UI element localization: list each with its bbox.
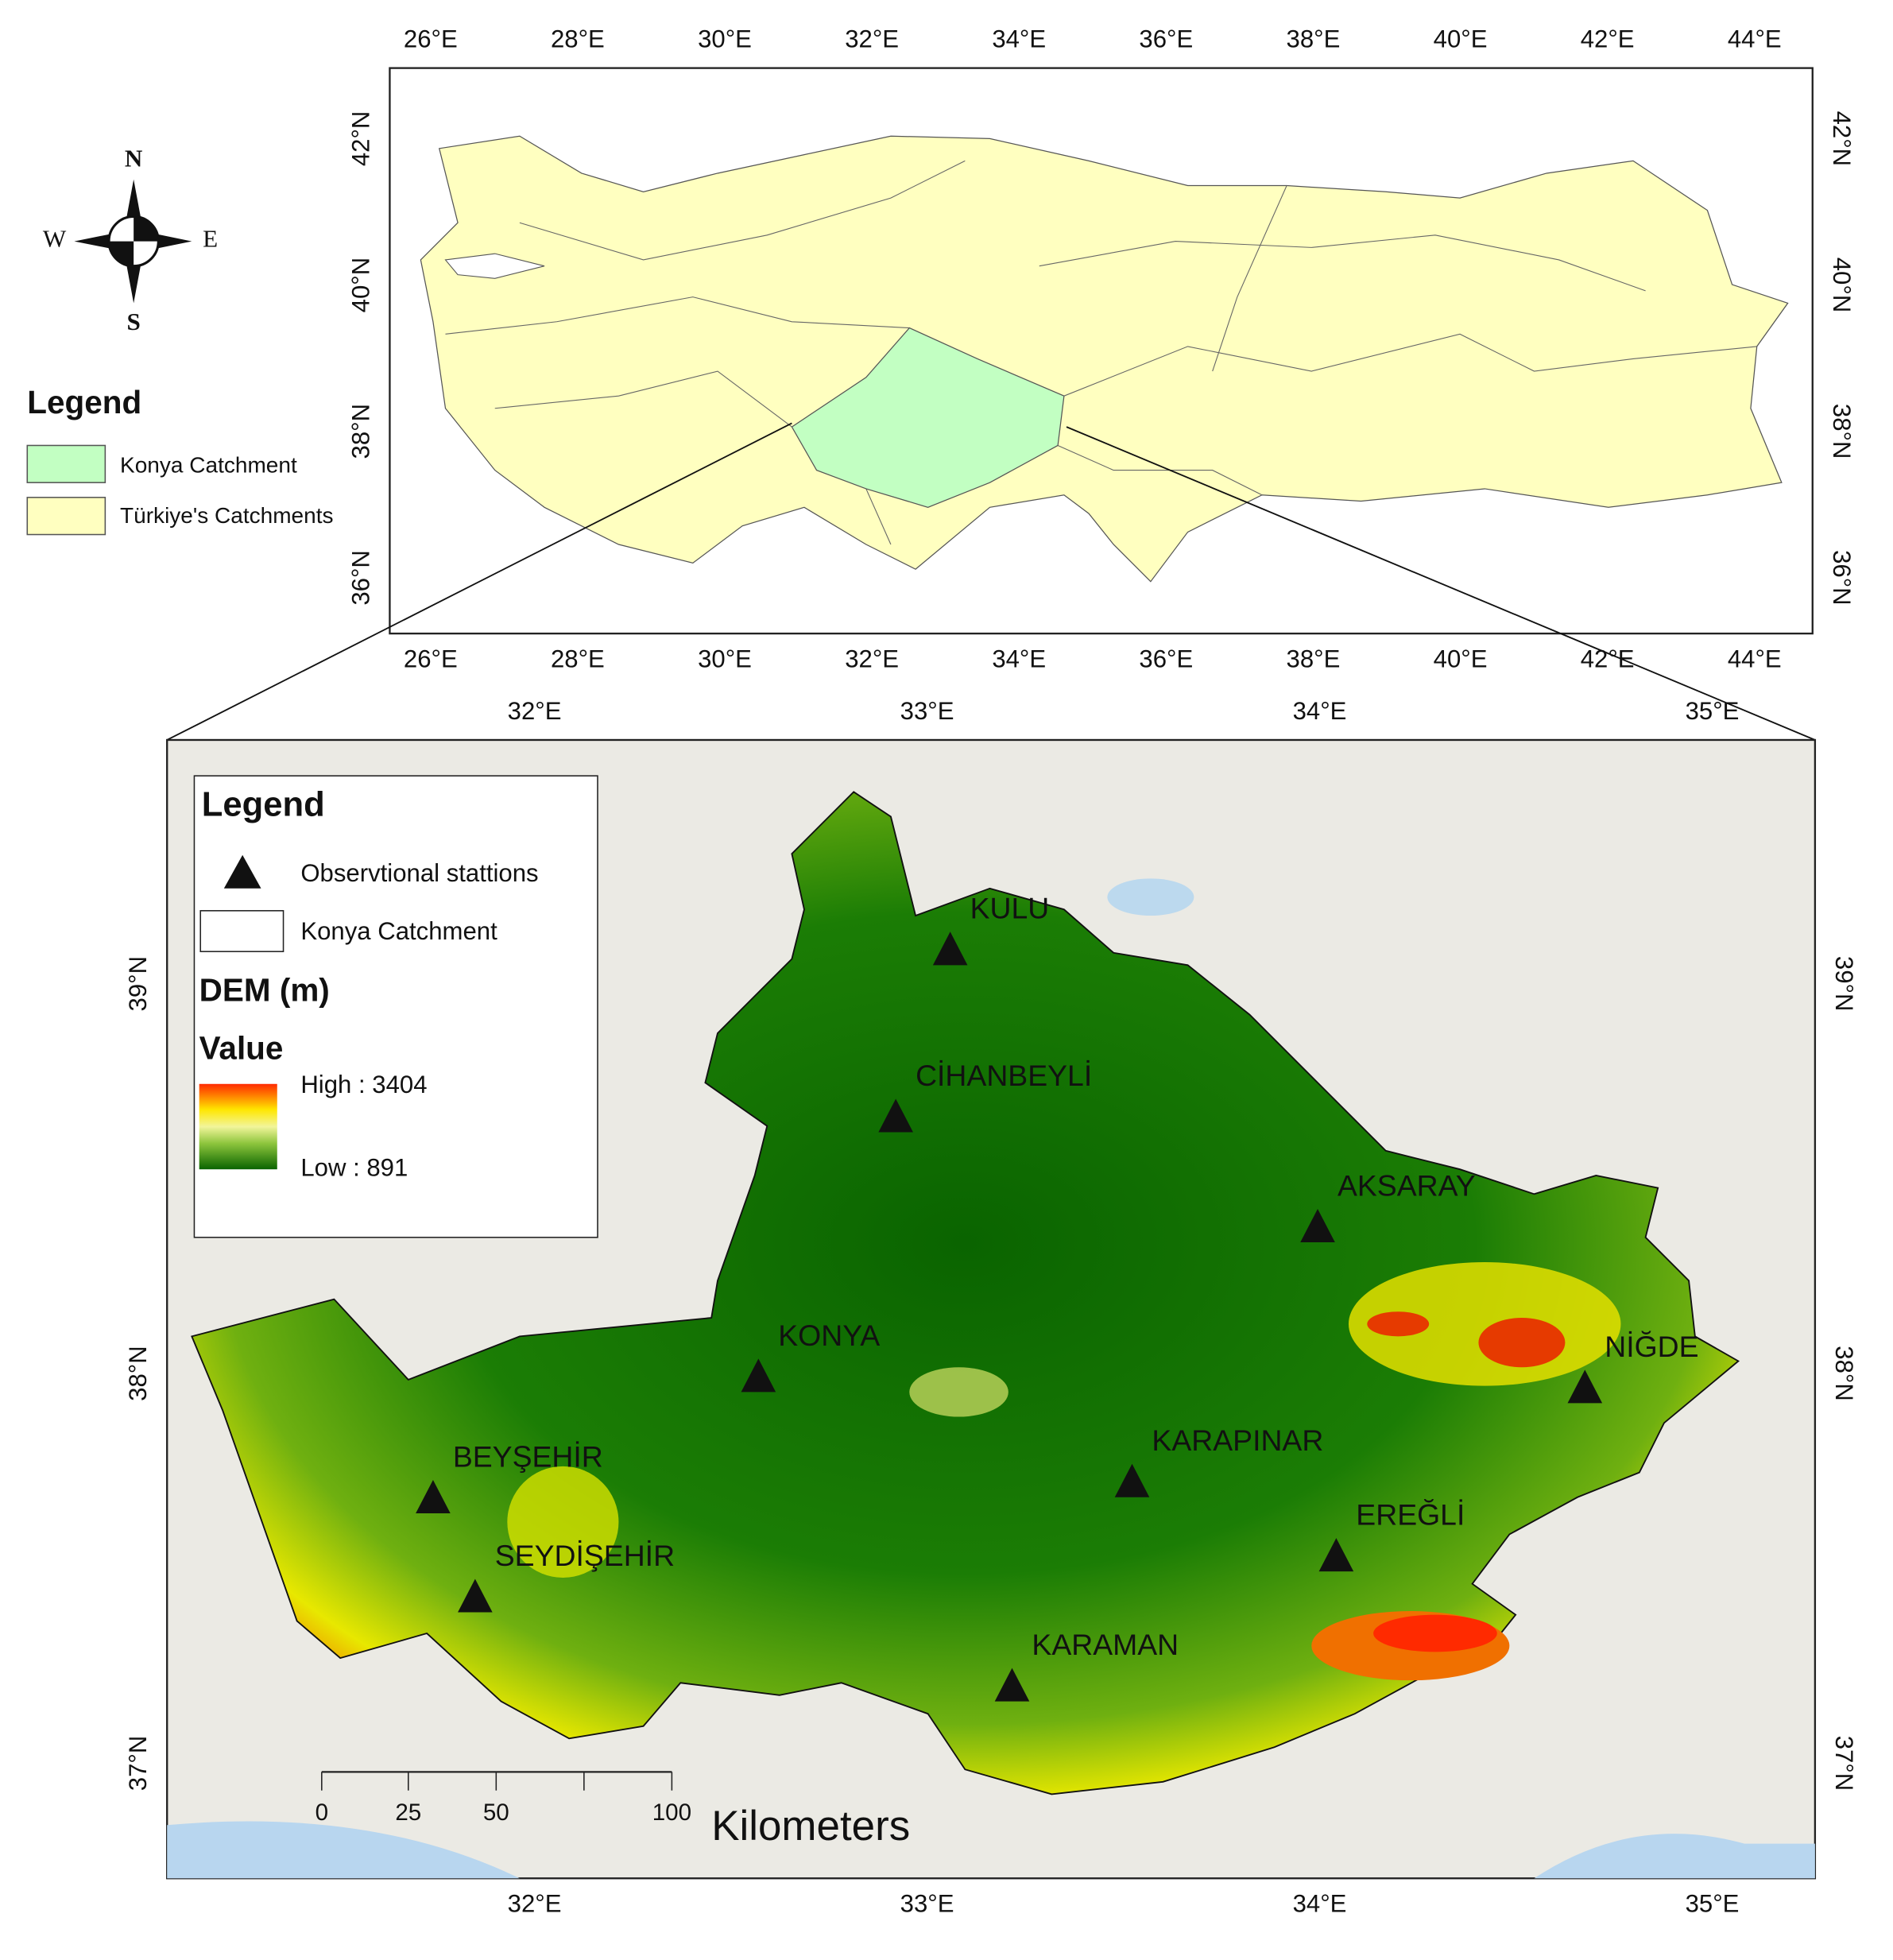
station-label: EREĞLİ	[1356, 1498, 1465, 1532]
legend-label: Observtional stattions	[300, 859, 538, 887]
scale-unit: Kilometers	[711, 1803, 910, 1850]
y-tick-label: 42°N	[1828, 111, 1856, 167]
station-label: KONYA	[778, 1319, 880, 1352]
x-tick-label: 30°E	[698, 25, 752, 53]
station-label: CİHANBEYLİ	[916, 1059, 1092, 1092]
x-tick-label: 32°E	[845, 25, 899, 53]
x-tick-label: 33°E	[900, 1890, 954, 1918]
dem-highlands	[507, 1261, 1621, 1681]
x-tick-label: 33°E	[900, 697, 954, 725]
x-tick-label: 32°E	[845, 645, 899, 673]
compass-e: E	[203, 225, 218, 253]
compass-w: W	[43, 225, 67, 253]
x-tick-label: 28°E	[551, 25, 605, 53]
y-tick-label: 36°N	[1828, 550, 1856, 606]
x-tick-label: 36°E	[1139, 25, 1193, 53]
legend-symbol	[223, 854, 261, 889]
y-tick-label: 38°N	[1830, 1346, 1858, 1401]
legend-swatch	[199, 910, 285, 952]
x-tick-label: 44°E	[1728, 25, 1782, 53]
north-arrow: N S W E	[43, 145, 218, 336]
compass-s: S	[127, 308, 141, 335]
x-tick-label: 40°E	[1434, 645, 1488, 673]
station-label: KARAPINAR	[1152, 1424, 1323, 1457]
x-tick-label: 35°E	[1686, 1890, 1740, 1918]
scale-bar: Kilometers 0 25 50 100	[316, 1771, 910, 1850]
legend-heading: DEM (m)	[199, 971, 330, 1008]
y-tick-label: 39°N	[1830, 956, 1858, 1012]
turkiye-catchments	[420, 135, 1789, 583]
zoom-line	[166, 422, 792, 741]
x-tick-label: 44°E	[1728, 645, 1782, 673]
legend-label: Konya Catchment	[120, 452, 297, 477]
station-marker	[1318, 1538, 1354, 1572]
station-marker	[932, 932, 968, 966]
lake	[1107, 878, 1194, 916]
station-marker	[878, 1098, 913, 1133]
station-marker	[1567, 1369, 1603, 1404]
y-tick-label: 37°N	[124, 1736, 152, 1792]
legend-title: Legend	[202, 786, 325, 824]
station-label: BEYŞEHİR	[453, 1439, 603, 1473]
y-tick-label: 38°N	[124, 1346, 152, 1401]
station-marker	[416, 1479, 451, 1513]
legend-label: Türkiye's Catchments	[120, 503, 333, 528]
station-marker	[994, 1668, 1030, 1702]
y-tick-label: 38°N	[1828, 404, 1856, 459]
station-marker	[1114, 1463, 1150, 1497]
x-tick-label: 32°E	[508, 1890, 562, 1918]
station-marker	[1300, 1209, 1335, 1243]
y-tick-label: 38°N	[346, 404, 374, 459]
y-tick-label: 42°N	[346, 111, 374, 167]
legend-title: Legend	[27, 384, 141, 420]
catchment-borders	[445, 160, 1757, 545]
x-tick-label: 34°E	[992, 25, 1046, 53]
y-tick-label: 36°N	[346, 550, 374, 606]
legend-label: Low : 891	[300, 1153, 408, 1181]
x-tick-label: 42°E	[1581, 645, 1635, 673]
station-label: SEYDİŞEHİR	[495, 1539, 675, 1572]
x-tick-label: 34°E	[1293, 697, 1347, 725]
x-tick-label: 30°E	[698, 645, 752, 673]
x-tick-label: 34°E	[1293, 1890, 1347, 1918]
station-marker	[741, 1358, 776, 1393]
y-tick-label: 39°N	[124, 956, 152, 1012]
x-tick-label: 34°E	[992, 645, 1046, 673]
zoom-line	[1066, 426, 1816, 741]
konya-catchment-overview	[791, 327, 1065, 508]
x-tick-label: 26°E	[404, 25, 458, 53]
y-tick-label: 40°N	[346, 258, 374, 313]
scale-label: 100	[652, 1799, 691, 1826]
x-tick-label: 38°E	[1287, 25, 1341, 53]
sea	[1534, 1834, 1815, 1879]
y-tick-label: 37°N	[1830, 1736, 1858, 1792]
sea	[167, 1821, 520, 1879]
scale-label: 25	[395, 1799, 421, 1826]
x-tick-label: 28°E	[551, 645, 605, 673]
station-marker	[458, 1578, 493, 1613]
x-tick-label: 42°E	[1581, 25, 1635, 53]
legend-swatch	[26, 444, 106, 483]
x-tick-label: 38°E	[1287, 645, 1341, 673]
color-ramp	[199, 1083, 277, 1170]
x-tick-label: 40°E	[1434, 25, 1488, 53]
station-label: NİĞDE	[1605, 1330, 1698, 1363]
x-tick-label: 36°E	[1139, 645, 1193, 673]
station-label: KARAMAN	[1032, 1628, 1179, 1661]
scale-label: 50	[483, 1799, 509, 1826]
compass-n: N	[125, 145, 143, 172]
legend-swatch	[26, 497, 106, 536]
legend-label: Konya Catchment	[300, 917, 497, 945]
scale-label: 0	[316, 1799, 328, 1826]
marmara-sea	[444, 253, 545, 279]
legend-heading: Value	[199, 1029, 284, 1066]
x-tick-label: 26°E	[404, 645, 458, 673]
station-label: AKSARAY	[1337, 1168, 1476, 1202]
x-tick-label: 32°E	[508, 697, 562, 725]
legend-label: High : 3404	[300, 1071, 427, 1098]
x-tick-label: 35°E	[1686, 697, 1740, 725]
station-label: KULU	[970, 892, 1050, 925]
y-tick-label: 40°N	[1828, 258, 1856, 313]
